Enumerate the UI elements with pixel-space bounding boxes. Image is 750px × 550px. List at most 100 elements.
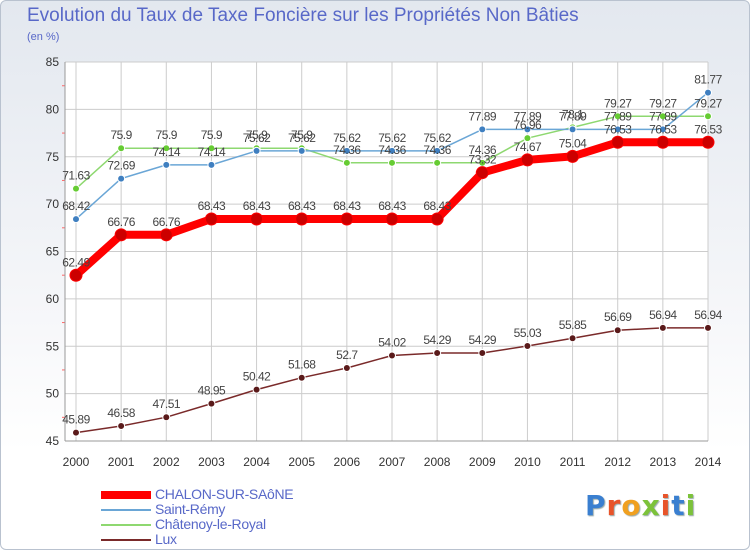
legend-item-chalon: CHALON-SUR-SAôNE	[101, 486, 401, 502]
data-point	[566, 149, 580, 163]
data-label: 75.9	[156, 128, 178, 142]
data-label: 81.77	[694, 73, 722, 87]
legend-swatch-saint-remy	[101, 509, 151, 511]
data-point	[342, 158, 351, 167]
x-tick-label: 2009	[469, 455, 496, 469]
data-label: 52.7	[336, 348, 358, 362]
data-point	[388, 158, 396, 167]
data-label: 74.36	[469, 143, 497, 157]
data-point	[658, 112, 667, 121]
data-point	[388, 351, 396, 360]
legend-label-chalon: CHALON-SUR-SAôNE	[155, 486, 294, 502]
data-label: 72.69	[107, 159, 135, 173]
logo-letter: i	[685, 489, 697, 522]
data-point	[162, 160, 171, 169]
data-point	[204, 212, 218, 226]
x-tick-label: 2005	[288, 455, 315, 469]
data-label: 68.43	[198, 199, 226, 213]
x-tick-label: 2008	[424, 455, 451, 469]
x-tick-label: 2004	[243, 455, 270, 469]
x-tick-label: 2010	[514, 455, 541, 469]
data-point	[207, 160, 216, 169]
y-tick-label: 50	[46, 387, 60, 401]
data-label: 75.62	[333, 131, 361, 145]
data-point	[385, 212, 399, 226]
data-label: 68.43	[423, 199, 451, 213]
y-tick-label: 45	[46, 434, 60, 448]
y-tick-label: 75	[46, 150, 60, 164]
data-label: 76.96	[514, 118, 542, 132]
data-point	[704, 112, 712, 121]
data-point	[207, 399, 216, 408]
data-label: 77.89	[514, 109, 542, 123]
x-tick-label: 2007	[379, 455, 406, 469]
x-tick-label: 2002	[153, 455, 180, 469]
legend-label-lux: Lux	[155, 531, 177, 547]
x-tick-label: 2003	[198, 455, 225, 469]
data-label: 68.42	[62, 199, 90, 213]
data-point	[433, 146, 442, 155]
data-label: 75.9	[291, 128, 313, 142]
data-label: 66.76	[153, 215, 181, 229]
data-point	[658, 323, 667, 332]
data-point	[478, 125, 487, 134]
logo-letter: x	[641, 489, 661, 522]
data-point	[250, 212, 264, 226]
data-point	[159, 228, 173, 242]
data-label: 66.76	[107, 215, 135, 229]
data-label: 76.53	[694, 122, 722, 136]
legend-swatch-chatenoy	[101, 524, 151, 526]
data-point	[342, 364, 351, 373]
data-label: 68.43	[378, 199, 406, 213]
data-point	[433, 348, 442, 357]
logo-letter: P	[585, 489, 607, 522]
y-tick-label: 65	[46, 245, 60, 259]
x-tick-label: 2006	[334, 455, 361, 469]
data-label: 76.53	[604, 122, 632, 136]
chart-title: Evolution du Taux de Taxe Foncière sur l…	[27, 5, 579, 26]
data-point	[433, 158, 442, 167]
data-label: 56.94	[694, 308, 722, 322]
logo-letter: t	[671, 489, 686, 522]
unit-label: (en %)	[27, 31, 60, 43]
legend-label-saint-remy: Saint-Rémy	[155, 501, 226, 517]
data-label: 75.62	[288, 131, 316, 145]
data-label: 75.62	[423, 131, 451, 145]
data-label: 68.43	[288, 199, 316, 213]
data-label: 46.58	[107, 406, 135, 420]
data-label: 79.27	[694, 96, 722, 110]
data-point	[162, 144, 171, 153]
data-label: 71.63	[62, 169, 90, 183]
data-label: 74.36	[378, 143, 406, 157]
y-tick-label: 85	[46, 55, 60, 69]
data-label: 75.04	[559, 136, 587, 150]
x-tick-label: 2011	[560, 455, 586, 469]
data-point	[475, 166, 489, 180]
data-label: 50.42	[243, 370, 271, 384]
legend-item-lux: Lux	[101, 531, 401, 547]
data-point	[478, 348, 487, 357]
data-label: 77.89	[559, 109, 587, 123]
data-label: 56.69	[604, 310, 632, 324]
data-point	[613, 125, 622, 134]
data-point	[388, 146, 396, 155]
data-point	[568, 334, 577, 343]
data-point	[117, 174, 126, 183]
proxiti-logo: Proxiti	[585, 489, 696, 522]
data-label: 54.29	[423, 333, 451, 347]
data-point	[520, 153, 534, 167]
data-label: 68.43	[333, 199, 361, 213]
data-point	[117, 422, 126, 431]
data-label: 74.14	[198, 145, 226, 159]
y-tick-label: 80	[46, 102, 60, 116]
data-label: 73.32	[469, 153, 497, 167]
data-point	[297, 373, 306, 382]
data-label: 74.36	[423, 143, 451, 157]
data-point	[162, 413, 171, 422]
y-tick-label: 55	[46, 339, 60, 353]
data-label: 62.49	[62, 255, 90, 269]
legend-item-saint-remy: Saint-Rémy	[101, 501, 401, 517]
data-label: 68.43	[243, 199, 271, 213]
data-point	[342, 146, 351, 155]
